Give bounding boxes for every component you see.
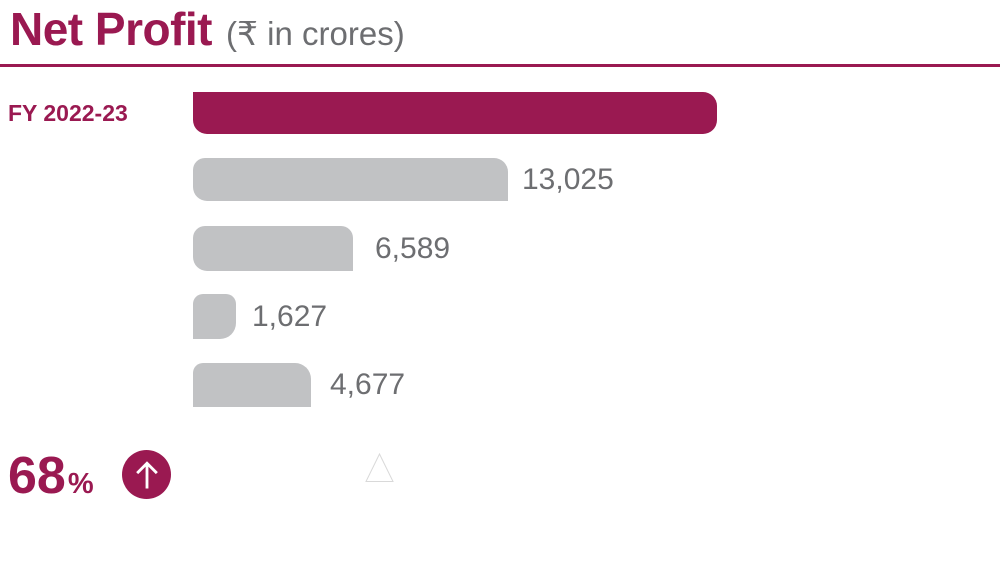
category-label-fy-2022-23: FY 2022-23 [8, 100, 128, 126]
growth-percent-sign: % [67, 468, 94, 500]
up-arrow-circle-icon [122, 450, 171, 499]
page-title: Net Profit [10, 3, 213, 55]
bar-value-label: 4,677 [330, 368, 406, 401]
growth-value: 68 [8, 447, 66, 505]
up-arrow-glyph [135, 460, 158, 489]
unit-label: (₹ in crores) [226, 15, 405, 52]
bar-row-2 [193, 158, 508, 201]
bar-value-label: 13,025 [522, 163, 614, 196]
growth-badge: 68 % [8, 450, 94, 503]
bar-fy-2022-23 [193, 92, 717, 134]
chart-header: Net Profit (₹ in crores) [10, 2, 405, 57]
header-divider [0, 64, 1000, 67]
bar-value-label: 1,627 [252, 300, 328, 333]
bar-row-5 [193, 363, 311, 407]
bar-row-3 [193, 226, 353, 271]
triangle-up-icon [365, 453, 394, 482]
bar-value-label: 6,589 [375, 232, 451, 265]
bar-row-4 [193, 294, 236, 339]
